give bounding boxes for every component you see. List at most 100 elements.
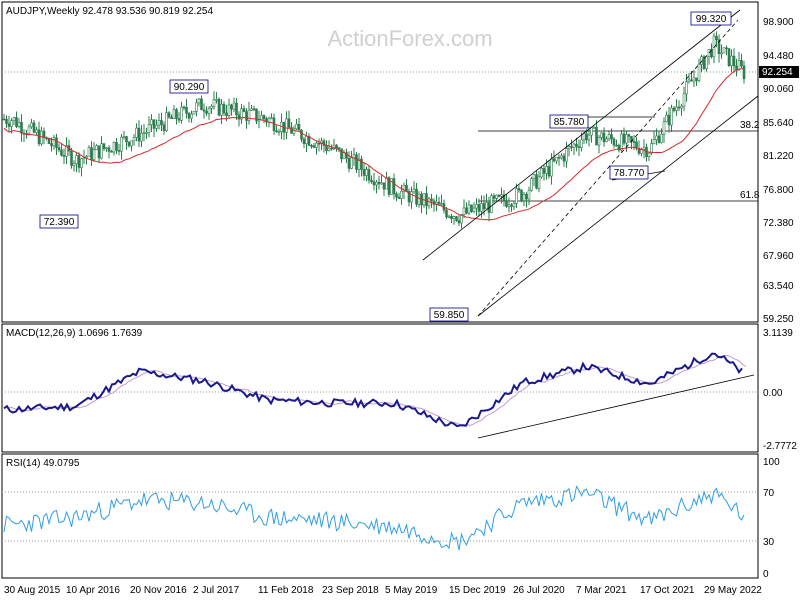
candle-body	[495, 194, 498, 199]
candle-body	[482, 203, 486, 210]
candle-body	[100, 143, 103, 159]
price-tick-6: 72.380	[763, 218, 794, 229]
candle-body	[140, 132, 143, 142]
candle-body	[202, 109, 206, 112]
candle-body	[222, 104, 226, 114]
candle-body	[145, 132, 148, 134]
candle-body	[92, 149, 96, 161]
candle-body	[670, 107, 673, 126]
candle-body	[455, 216, 458, 221]
candle-body	[575, 143, 578, 147]
candle-body	[447, 215, 451, 218]
macd-panel-frame	[1, 323, 759, 453]
candle-body	[467, 204, 471, 214]
candle-body	[397, 196, 401, 199]
candle-body	[675, 106, 678, 111]
price-tick-9: 59.250	[763, 314, 794, 325]
candle-body	[157, 120, 161, 126]
candle-body	[50, 143, 53, 147]
current-price-label: 92.254	[762, 67, 793, 78]
candle-body	[627, 134, 631, 137]
candle-body	[607, 134, 611, 140]
candle-body	[180, 106, 183, 121]
candle-body	[515, 188, 518, 204]
candle-body	[90, 147, 93, 161]
candle-body	[710, 49, 713, 58]
fib-61-label: 61.8	[740, 190, 760, 201]
candle-body	[682, 93, 686, 107]
candle-body	[235, 102, 238, 116]
x-tick-0: 30 Aug 2015	[4, 585, 61, 596]
x-tick-7: 15 Dec 2019	[449, 585, 506, 596]
candle-body	[602, 132, 606, 143]
x-tick-3: 2 Jul 2017	[193, 585, 240, 596]
candle-body	[477, 204, 481, 212]
candle-body	[685, 81, 688, 95]
annotation-59-850-text: 59.850	[434, 310, 465, 321]
candle-body	[35, 129, 38, 133]
candle-body	[360, 158, 363, 170]
candle-body	[142, 132, 146, 135]
candle-body	[200, 98, 203, 111]
candle-body	[585, 133, 588, 141]
channel-upper-line	[422, 9, 741, 261]
macd-tick-0: 3.1139	[763, 328, 793, 339]
rsi-panel-frame	[1, 453, 759, 579]
candle-body	[115, 141, 118, 151]
candle-body	[362, 169, 366, 176]
candle-body	[335, 144, 338, 148]
candle-body	[652, 139, 656, 144]
annotation-78-770: 78.770	[609, 165, 649, 180]
candle-body	[735, 65, 738, 71]
candle-body	[612, 138, 616, 146]
candle-body	[617, 145, 621, 151]
candle-body	[567, 146, 571, 149]
candle-body	[172, 109, 176, 119]
candle-body	[340, 148, 343, 160]
macd-trend-line	[477, 374, 755, 439]
candle-body	[555, 156, 558, 162]
candle-body	[395, 193, 398, 198]
candle-body	[572, 143, 576, 148]
candle-body	[557, 156, 561, 159]
candle-body	[77, 155, 81, 168]
candle-body	[505, 200, 508, 207]
candle-body	[247, 109, 251, 121]
candle-body	[620, 133, 623, 151]
candle-body	[407, 191, 411, 203]
candle-body	[40, 130, 43, 145]
candle-body	[120, 136, 123, 152]
candle-body	[217, 99, 221, 116]
candle-body	[230, 104, 233, 110]
candle-body	[580, 139, 583, 148]
candle-body	[97, 145, 101, 159]
candle-body	[287, 118, 291, 128]
candle-body	[470, 204, 473, 212]
candle-body	[250, 108, 253, 111]
candle-body	[310, 145, 313, 147]
candle-body	[112, 141, 116, 153]
candle-body	[170, 116, 173, 119]
candle-body	[132, 137, 136, 142]
candle-body	[312, 145, 316, 148]
candle-body	[300, 129, 303, 140]
candle-body	[597, 137, 601, 146]
candle-body	[277, 131, 281, 133]
candle-body	[225, 112, 228, 116]
candle-body	[417, 193, 421, 205]
candle-body	[275, 130, 278, 133]
x-tick-10: 17 Oct 2021	[640, 585, 695, 596]
candle-body	[512, 203, 516, 207]
x-tick-4: 11 Feb 2018	[258, 585, 314, 596]
annotation-99-320: 99.320	[690, 11, 732, 26]
candle-body	[270, 117, 273, 120]
candle-body	[365, 169, 368, 176]
candle-body	[547, 166, 551, 177]
candle-body	[600, 132, 603, 138]
candle-body	[95, 145, 98, 151]
candle-body	[125, 136, 128, 143]
candle-body	[192, 111, 196, 115]
candle-body	[522, 193, 526, 201]
candle-body	[377, 181, 381, 185]
candle-body	[410, 191, 413, 203]
